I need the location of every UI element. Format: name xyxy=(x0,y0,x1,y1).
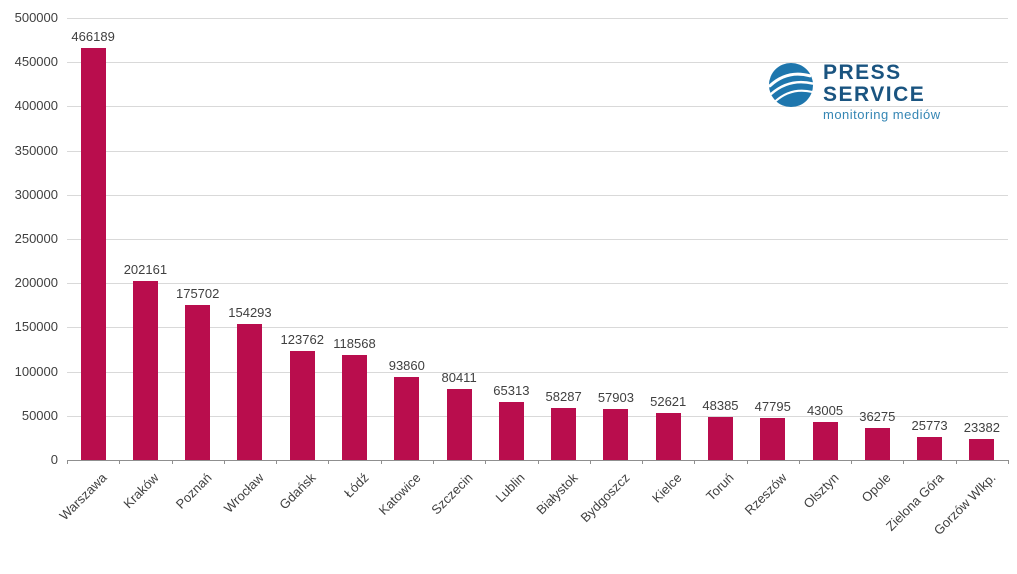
y-tick-label: 450000 xyxy=(14,54,58,70)
x-tick-label: Kraków xyxy=(120,470,163,512)
y-tick-label: 0 xyxy=(50,452,58,467)
bar-value-label: 36275 xyxy=(859,408,896,424)
gridline xyxy=(67,239,1008,240)
bar xyxy=(498,402,524,460)
x-tick-label: Białystok xyxy=(532,470,581,518)
gridline xyxy=(67,106,1008,108)
bar-value-label: 57903 xyxy=(597,389,634,405)
bar xyxy=(237,323,263,460)
x-tick-label: Olsztyn xyxy=(800,470,842,512)
logo-word-service: SERVICE xyxy=(823,83,926,106)
gridline xyxy=(67,283,1008,285)
x-tick-label: Kielce xyxy=(649,470,685,506)
bar-value-label: 58287 xyxy=(545,389,582,405)
gridline xyxy=(67,18,1008,19)
gridline xyxy=(67,371,1008,373)
y-tick-label: 400000 xyxy=(14,98,58,114)
gridline xyxy=(67,62,1008,64)
bar xyxy=(812,421,838,460)
x-tick-label: Bydgoszcz xyxy=(577,470,633,526)
x-tick-label: Warszawa xyxy=(56,470,110,524)
axis-tick-mark xyxy=(694,460,696,464)
bar-value-label: 47795 xyxy=(754,398,791,414)
y-tick-label: 300000 xyxy=(14,186,58,202)
bar-value-label: 202161 xyxy=(123,262,168,278)
y-tick-label: 500000 xyxy=(14,10,58,25)
gridline xyxy=(67,327,1008,329)
bar-value-label: 23382 xyxy=(963,420,1000,436)
axis-tick-mark xyxy=(223,460,225,464)
bar xyxy=(446,388,472,460)
logo-word-press: PRESS xyxy=(823,61,902,84)
axis-tick-mark xyxy=(67,460,68,464)
bar xyxy=(185,304,211,460)
y-tick-label: 350000 xyxy=(14,142,58,158)
bar xyxy=(80,47,106,460)
bar-value-label: 118568 xyxy=(333,336,376,352)
bar-value-label: 123762 xyxy=(280,331,324,347)
gridline xyxy=(67,194,1008,196)
bar xyxy=(394,377,420,460)
bar xyxy=(132,281,158,460)
bar-value-label: 80411 xyxy=(441,369,477,385)
x-tick-label: Poznań xyxy=(172,470,215,512)
x-tick-label: Katowice xyxy=(375,470,424,518)
axis-tick-mark xyxy=(171,460,173,464)
bar-value-label: 93860 xyxy=(388,358,425,374)
bar xyxy=(707,417,733,460)
axis-tick-mark xyxy=(276,460,278,464)
x-tick-label: Łódź xyxy=(340,470,372,501)
x-tick-label: Gdańsk xyxy=(276,470,319,513)
axis-tick-mark xyxy=(380,460,382,464)
axis-tick-mark xyxy=(537,460,539,464)
bar xyxy=(969,439,995,460)
x-tick-label: Toruń xyxy=(703,470,738,504)
bar xyxy=(917,437,943,460)
axis-tick-mark xyxy=(1008,460,1009,464)
press-service-logo: PRESS SERVICE monitoring mediów xyxy=(768,62,941,122)
bar-value-label: 466189 xyxy=(71,28,115,44)
y-tick-label: 200000 xyxy=(14,275,58,291)
gridline xyxy=(67,415,1008,417)
bar-value-label: 25773 xyxy=(911,418,948,434)
axis-tick-mark xyxy=(851,460,853,464)
y-tick-label: 250000 xyxy=(14,231,58,246)
bar xyxy=(760,417,786,460)
x-tick-label: Lublin xyxy=(492,470,528,506)
axis-tick-mark xyxy=(589,460,591,464)
axis-tick-mark xyxy=(955,460,957,464)
bar-value-label: 175702 xyxy=(175,285,220,301)
axis-tick-mark xyxy=(798,460,800,464)
bar xyxy=(342,355,368,460)
bar xyxy=(603,408,629,460)
axis-tick-mark xyxy=(119,460,121,464)
bar xyxy=(655,413,681,460)
bar xyxy=(551,408,577,460)
axis-tick-mark xyxy=(903,460,905,464)
axis-tick-mark xyxy=(432,460,434,464)
x-tick-label: Wrocław xyxy=(220,470,267,516)
y-tick-label: 100000 xyxy=(14,363,58,379)
bar xyxy=(289,350,315,460)
bar-value-label: 65313 xyxy=(493,383,530,399)
logo-tagline: monitoring mediów xyxy=(823,107,941,122)
bar-value-label: 52621 xyxy=(650,394,687,410)
y-tick-label: 150000 xyxy=(14,319,58,335)
axis-tick-mark xyxy=(485,460,487,464)
bar-value-label: 43005 xyxy=(806,402,844,418)
x-tick-label: Szczecin xyxy=(428,470,476,518)
globe-icon xyxy=(768,62,815,113)
axis-tick-mark xyxy=(746,460,748,464)
y-tick-label: 50000 xyxy=(21,407,58,423)
axis-tick-mark xyxy=(328,460,330,464)
axis-tick-mark xyxy=(642,460,644,464)
x-tick-label: Opole xyxy=(858,470,894,506)
bar xyxy=(864,427,890,460)
bar-value-label: 154293 xyxy=(228,304,272,320)
gridline xyxy=(67,150,1008,152)
x-tick-label: Rzeszów xyxy=(741,470,790,518)
logo-text: PRESS SERVICE monitoring mediów xyxy=(823,62,941,122)
bar-value-label: 48385 xyxy=(702,398,739,414)
